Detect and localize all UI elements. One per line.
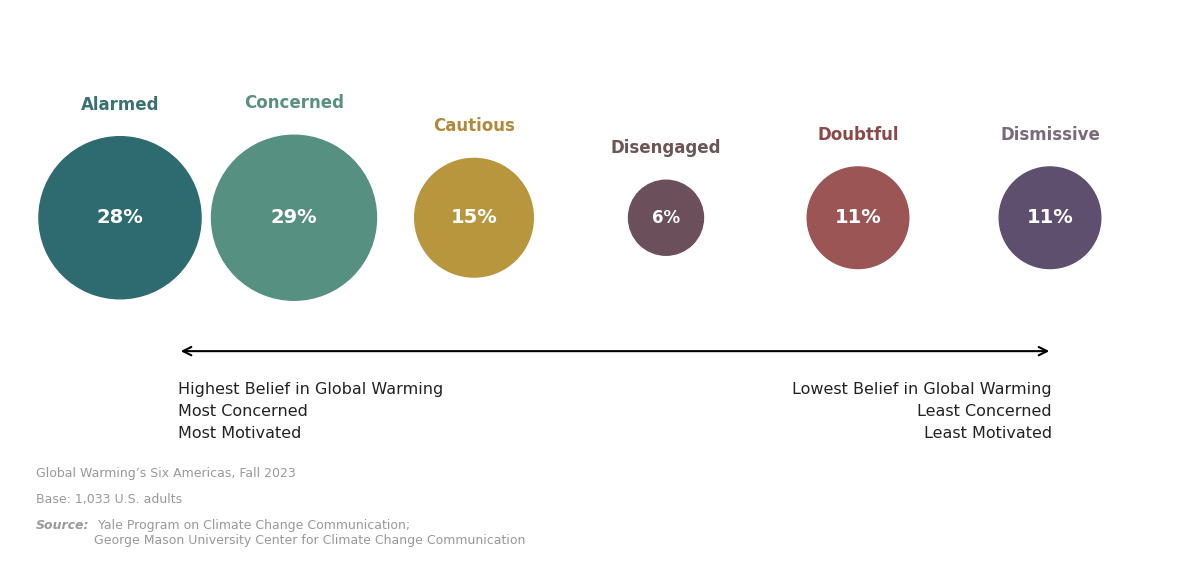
Text: Disengaged: Disengaged (611, 139, 721, 158)
Text: Dismissive: Dismissive (1000, 126, 1100, 144)
Text: 11%: 11% (1027, 208, 1073, 227)
Text: Alarmed: Alarmed (80, 96, 160, 114)
Text: Source:: Source: (36, 519, 90, 532)
Text: 28%: 28% (97, 208, 143, 227)
Text: 11%: 11% (835, 208, 881, 227)
Text: Lowest Belief in Global Warming
Least Concerned
Least Motivated: Lowest Belief in Global Warming Least Co… (792, 382, 1052, 441)
Text: Global Warming’s Six Americas, Fall 2023: Global Warming’s Six Americas, Fall 2023 (36, 467, 295, 480)
Text: Highest Belief in Global Warming
Most Concerned
Most Motivated: Highest Belief in Global Warming Most Co… (178, 382, 443, 441)
Text: Base: 1,033 U.S. adults: Base: 1,033 U.S. adults (36, 493, 182, 506)
Text: Yale Program on Climate Change Communication;
George Mason University Center for: Yale Program on Climate Change Communica… (94, 519, 524, 547)
Text: Concerned: Concerned (244, 95, 344, 112)
Text: 29%: 29% (271, 208, 317, 227)
Text: Doubtful: Doubtful (817, 126, 899, 144)
Text: 15%: 15% (451, 208, 497, 227)
Text: 6%: 6% (652, 209, 680, 227)
Text: Cautious: Cautious (433, 117, 515, 135)
